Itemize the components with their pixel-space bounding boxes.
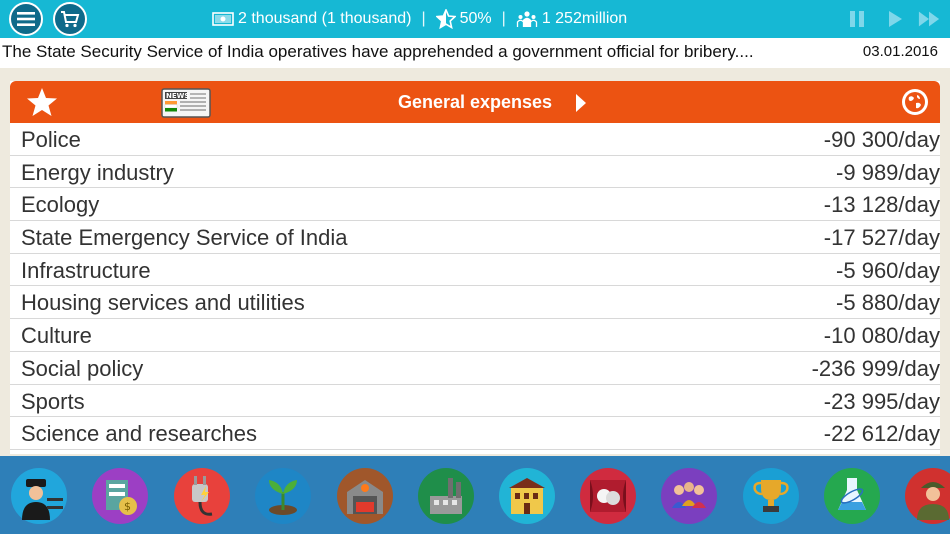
culture-theater-icon [580, 468, 636, 524]
expense-value: -5 880/day [836, 290, 940, 316]
expense-value: -10 080/day [823, 323, 940, 349]
svg-text:$: $ [124, 500, 131, 513]
housing-icon [499, 468, 555, 524]
sports-trophy-icon [743, 468, 799, 524]
list-item[interactable]: Ecology -13 128/day [10, 188, 940, 222]
social-category-button[interactable] [654, 461, 724, 531]
menu-button[interactable] [9, 2, 43, 36]
expense-name: Culture [21, 323, 92, 349]
news-headline[interactable]: The State Security Service of India oper… [2, 42, 754, 61]
plant-icon [255, 468, 311, 524]
chevron-right-icon [576, 94, 586, 112]
sports-category-button[interactable] [736, 461, 806, 531]
social-people-icon [661, 468, 717, 524]
news-ticker[interactable]: The State Security Service of India oper… [0, 38, 950, 68]
shop-button[interactable] [53, 2, 87, 36]
population-icon [516, 11, 537, 27]
expense-value: -90 300/day [823, 127, 940, 152]
rating-stat: 50% [435, 9, 492, 29]
expense-value: -9 989/day [836, 159, 940, 185]
expenses-panel: NEWS General expenses [10, 81, 940, 454]
menu-icon [17, 12, 35, 26]
list-item[interactable]: State Emergency Service of India -17 527… [10, 221, 940, 254]
money-value: 2 thousand (1 thousand) [238, 10, 412, 27]
expense-name: Ecology [21, 192, 100, 218]
expense-value: -22 612/day [823, 421, 940, 447]
list-item[interactable]: Police -90 300/day [10, 123, 940, 156]
population-value: 1 252million [541, 10, 628, 27]
expenses-list: Police -90 300/day Energy industry -9 98… [10, 123, 940, 450]
ecology-plug-icon [174, 468, 230, 524]
expense-name: Social policy [21, 355, 144, 381]
play-icon [889, 11, 902, 27]
pause-icon [850, 11, 864, 27]
list-item[interactable]: Housing services and utilities -5 880/da… [10, 286, 940, 320]
expense-value: -17 527/day [823, 225, 940, 251]
favorite-button[interactable] [26, 87, 58, 122]
pause-button[interactable] [846, 8, 868, 30]
expense-value: -13 128/day [823, 192, 940, 218]
next-section-button[interactable] [575, 93, 587, 118]
news-badge-text: NEWS [166, 92, 189, 100]
culture-category-button[interactable] [573, 461, 643, 531]
emergency-service-icon [337, 468, 393, 524]
panel-header: NEWS General expenses [10, 81, 940, 123]
science-flask-icon [824, 468, 880, 524]
news-button[interactable]: NEWS [160, 87, 212, 124]
money-stat: 2 thousand (1 thousand) [212, 10, 411, 28]
expense-name: Infrastructure [21, 257, 151, 283]
star-icon [27, 88, 57, 116]
list-item[interactable]: Infrastructure -5 960/day [10, 254, 940, 287]
expense-value: -5 960/day [836, 257, 940, 283]
category-bar: $ [0, 456, 950, 534]
expense-name: Housing services and utilities [21, 290, 305, 316]
expense-name: Science and researches [21, 421, 258, 447]
separator: | [421, 10, 426, 27]
expense-name: Sports [21, 388, 85, 414]
list-item[interactable]: Culture -10 080/day [10, 319, 940, 352]
money-icon [212, 12, 234, 26]
expense-value: -23 995/day [823, 388, 940, 414]
panel-title[interactable]: General expenses [397, 92, 553, 112]
expense-name: State Emergency Service of India [21, 225, 348, 251]
plant-category-button[interactable] [248, 461, 318, 531]
police-category-button[interactable] [4, 461, 74, 531]
expense-name: Energy industry [21, 159, 174, 185]
fast-forward-button[interactable] [918, 8, 940, 30]
military-category-button[interactable] [898, 461, 950, 531]
list-item[interactable]: Science and researches -22 612/day [10, 417, 940, 450]
housing-category-button[interactable] [492, 461, 562, 531]
stats-bar: 2 thousand (1 thousand) | 50% | 1 252mil… [212, 0, 627, 38]
top-bar: 2 thousand (1 thousand) | 50% | 1 252mil… [0, 0, 950, 38]
industry-category-button[interactable] [411, 461, 481, 531]
newspaper-icon: NEWS [161, 88, 211, 118]
separator: | [501, 10, 506, 27]
expense-value: -236 999/day [811, 355, 940, 381]
cart-icon [61, 11, 80, 28]
factory-icon [418, 468, 474, 524]
play-button[interactable] [884, 8, 906, 30]
news-date: 03.01.2016 [862, 43, 938, 60]
world-button[interactable] [902, 89, 928, 115]
ecology-category-button[interactable] [167, 461, 237, 531]
expense-name: Police [21, 127, 81, 152]
rating-value: 50% [459, 10, 492, 27]
energy-money-icon: $ [92, 468, 148, 524]
police-icon [11, 468, 67, 524]
list-item[interactable]: Social policy -236 999/day [10, 352, 940, 385]
emergency-category-button[interactable] [330, 461, 400, 531]
population-stat: 1 252million [516, 10, 627, 28]
military-icon [905, 468, 950, 524]
fast-forward-icon [918, 11, 940, 27]
science-category-button[interactable] [817, 461, 887, 531]
list-item[interactable]: Energy industry -9 989/day [10, 156, 940, 189]
globe-icon [905, 92, 925, 112]
rating-star-icon [435, 9, 456, 29]
list-item[interactable]: Sports -23 995/day [10, 385, 940, 418]
energy-category-button[interactable]: $ [85, 461, 155, 531]
